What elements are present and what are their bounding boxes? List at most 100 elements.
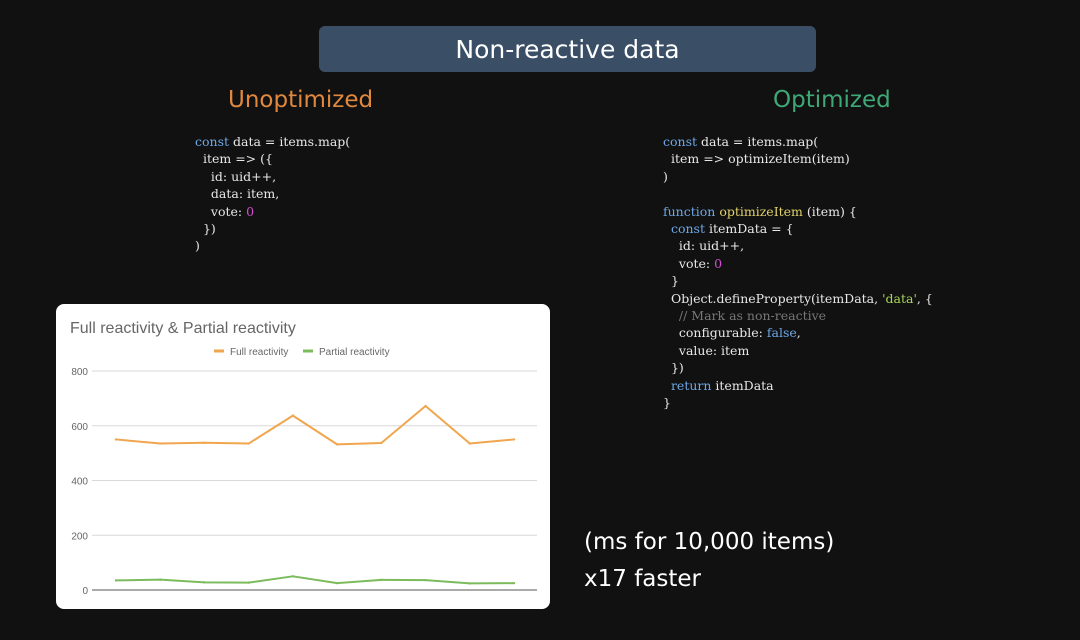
data-point: [468, 582, 471, 585]
optimized-code-line: const data = items.map(: [663, 134, 818, 149]
unoptimized-code-block: const data = items.map( item => ({ id: u…: [195, 133, 350, 255]
chart-legend: Full reactivity Partial reactivity: [214, 347, 390, 358]
y-tick-label: 400: [71, 477, 88, 488]
optimized-code-line: const itemData = {: [663, 221, 794, 236]
data-point: [424, 578, 427, 582]
data-point: [380, 578, 383, 582]
code-token: value: item: [663, 342, 750, 358]
y-tick-label: 0: [82, 586, 88, 597]
units-note: (ms for 10,000 items): [584, 529, 835, 555]
code-token: (item) {: [802, 203, 857, 219]
data-point: [159, 578, 162, 581]
code-token: function: [663, 203, 716, 219]
unoptimized-code-line: item => ({: [195, 151, 273, 166]
code-token: data: item,: [195, 186, 280, 202]
optimized-code-line: item => optimizeItem(item): [663, 151, 850, 166]
code-token: ): [663, 168, 668, 184]
code-token: }): [663, 360, 684, 376]
code-token: id: uid++,: [663, 238, 745, 254]
optimized-code-line: ): [663, 169, 668, 184]
series-line: [115, 405, 515, 446]
optimized-code-line: }): [663, 360, 684, 375]
legend-label: Full reactivity: [230, 347, 288, 358]
code-token: [663, 378, 671, 393]
code-token: const: [195, 134, 230, 149]
code-token: const: [670, 221, 705, 237]
optimized-code-line: id: uid++,: [663, 238, 744, 253]
code-token: }: [663, 273, 679, 289]
reactivity-line-chart: Full reactivity & Partial reactivity Ful…: [70, 320, 537, 597]
code-token: configurable:: [663, 325, 767, 341]
series-line: [115, 575, 515, 585]
unoptimized-code-line: }): [195, 221, 216, 236]
optimized-code-line: vote: 0: [663, 256, 722, 271]
code-token: id: uid++,: [195, 168, 277, 184]
chart-card: Full reactivity & Partial reactivity Ful…: [56, 304, 550, 609]
optimized-code-line: function optimizeItem (item) {: [663, 204, 857, 219]
slide-title: Non-reactive data: [319, 26, 816, 72]
optimized-code-line: value: item: [663, 343, 749, 358]
y-tick-label: 200: [71, 531, 88, 542]
data-point: [159, 442, 162, 445]
optimized-code-line: }: [663, 395, 671, 410]
data-point: [114, 438, 118, 441]
unoptimized-code-line: data: item,: [195, 186, 279, 201]
code-token: }): [195, 221, 216, 237]
data-point: [291, 575, 295, 578]
code-token: vote:: [663, 255, 715, 271]
data-point: [114, 579, 118, 582]
optimized-heading: Optimized: [773, 87, 891, 113]
data-point: [203, 581, 206, 584]
code-token: [663, 221, 671, 236]
unoptimized-code-line: ): [195, 238, 200, 253]
data-point: [247, 442, 250, 445]
legend-label: Partial reactivity: [319, 347, 390, 358]
code-token: const: [663, 134, 698, 149]
code-token: vote:: [195, 203, 247, 219]
data-point: [291, 414, 295, 417]
code-token: 'data': [882, 290, 917, 306]
optimized-code-line: configurable: false,: [663, 325, 801, 340]
code-token: itemData: [711, 377, 774, 393]
data-point: [424, 404, 427, 408]
optimized-code-line: }: [663, 273, 679, 288]
code-token: Object.defineProperty(itemData,: [663, 290, 883, 306]
y-tick-label: 800: [71, 367, 88, 378]
y-tick-label: 600: [71, 422, 88, 433]
code-token: item => optimizeItem(item): [663, 151, 850, 167]
code-token: // Mark as non-reactive: [663, 308, 827, 324]
code-token: data = items.map(: [229, 134, 351, 149]
chart-title: Full reactivity & Partial reactivity: [70, 320, 296, 337]
code-token: 0: [246, 203, 255, 219]
data-point: [380, 441, 383, 445]
data-point: [203, 441, 206, 444]
code-token: optimizeItem: [719, 203, 803, 219]
code-token: false: [766, 325, 797, 341]
code-token: ): [195, 238, 200, 254]
code-token: ,: [796, 325, 801, 341]
code-token: item => ({: [195, 151, 273, 167]
code-token: return: [670, 377, 712, 393]
code-token: data = items.map(: [697, 134, 819, 149]
data-point: [512, 581, 516, 585]
code-token: }: [663, 395, 671, 411]
code-token: , {: [916, 290, 933, 306]
code-token: itemData = {: [704, 221, 794, 237]
data-point: [468, 442, 471, 445]
speedup-note: x17 faster: [584, 566, 701, 592]
data-point: [247, 581, 250, 584]
optimized-code-line: return itemData: [663, 378, 774, 393]
optimized-code-line: // Mark as non-reactive: [663, 308, 826, 323]
unoptimized-code-line: id: uid++,: [195, 169, 276, 184]
unoptimized-code-line: const data = items.map(: [195, 134, 350, 149]
unoptimized-code-line: vote: 0: [195, 204, 254, 219]
optimized-code-line: Object.defineProperty(itemData, 'data', …: [663, 291, 933, 306]
unoptimized-heading: Unoptimized: [228, 87, 374, 113]
chart-gridlines: 0 200 400 600 800: [71, 367, 537, 597]
data-point: [335, 443, 339, 446]
optimized-code-block: const data = items.map( item => optimize…: [663, 133, 933, 412]
data-point: [335, 581, 339, 585]
chart-series: [114, 404, 516, 585]
code-token: 0: [714, 255, 723, 271]
data-point: [512, 438, 516, 441]
